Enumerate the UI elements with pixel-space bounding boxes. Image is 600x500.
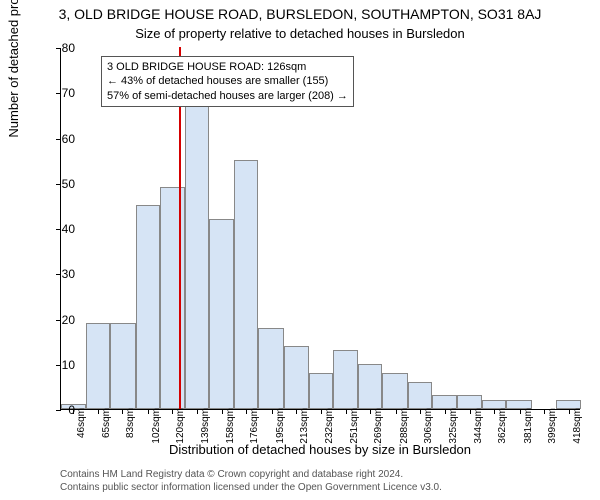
x-tick-label: 83sqm	[125, 408, 136, 444]
y-tick-label: 80	[45, 41, 75, 55]
x-tick-label: 120sqm	[175, 408, 186, 444]
x-tick-mark	[544, 409, 545, 414]
x-tick-mark	[321, 409, 322, 414]
histogram-bar	[432, 395, 457, 409]
x-tick-label: 213sqm	[299, 408, 310, 444]
histogram-bar	[86, 323, 110, 409]
histogram-bar	[136, 205, 160, 409]
x-tick-label: 269sqm	[373, 408, 384, 444]
y-tick-label: 60	[45, 132, 75, 146]
x-tick-mark	[272, 409, 273, 414]
histogram-bar	[185, 106, 209, 409]
x-tick-mark	[98, 409, 99, 414]
x-tick-label: 418sqm	[572, 408, 583, 444]
histogram-bar	[333, 350, 358, 409]
annotation-box: 3 OLD BRIDGE HOUSE ROAD: 126sqm← 43% of …	[101, 56, 354, 107]
x-tick-mark	[246, 409, 247, 414]
x-tick-mark	[494, 409, 495, 414]
y-tick-label: 20	[45, 313, 75, 327]
x-tick-label: 232sqm	[324, 408, 335, 444]
x-tick-mark	[296, 409, 297, 414]
y-axis-label: Number of detached properties	[6, 0, 21, 228]
histogram-bar	[382, 373, 407, 409]
x-tick-label: 362sqm	[497, 408, 508, 444]
histogram-bar	[309, 373, 333, 409]
y-tick-label: 70	[45, 86, 75, 100]
y-tick-label: 30	[45, 267, 75, 281]
x-tick-mark	[197, 409, 198, 414]
x-tick-label: 195sqm	[275, 408, 286, 444]
x-tick-mark	[148, 409, 149, 414]
x-tick-label: 381sqm	[523, 408, 534, 444]
x-tick-mark	[470, 409, 471, 414]
histogram-bar	[209, 219, 234, 409]
y-tick-label: 0	[45, 403, 75, 417]
x-tick-label: 46sqm	[76, 408, 87, 444]
annotation-line: 57% of semi-detached houses are larger (…	[107, 89, 348, 103]
annotation-line: 3 OLD BRIDGE HOUSE ROAD: 126sqm	[107, 60, 348, 74]
x-tick-label: 251sqm	[349, 408, 360, 444]
x-tick-mark	[370, 409, 371, 414]
x-tick-label: 158sqm	[225, 408, 236, 444]
x-tick-label: 306sqm	[423, 408, 434, 444]
histogram-bar	[457, 395, 482, 409]
plot-area: 46sqm65sqm83sqm102sqm120sqm139sqm158sqm1…	[60, 48, 580, 410]
y-tick-label: 40	[45, 222, 75, 236]
histogram-bar	[234, 160, 258, 409]
x-tick-label: 344sqm	[473, 408, 484, 444]
x-tick-label: 325sqm	[448, 408, 459, 444]
x-tick-mark	[396, 409, 397, 414]
footer-line1: Contains HM Land Registry data © Crown c…	[60, 469, 580, 482]
x-tick-label: 65sqm	[101, 408, 112, 444]
plot-area-wrap: 46sqm65sqm83sqm102sqm120sqm139sqm158sqm1…	[60, 48, 580, 410]
footer-line2: Contains public sector information licen…	[60, 482, 580, 495]
x-tick-label: 288sqm	[399, 408, 410, 444]
histogram-bar	[408, 382, 432, 409]
x-tick-mark	[346, 409, 347, 414]
x-tick-label: 102sqm	[151, 408, 162, 444]
annotation-line: ← 43% of detached houses are smaller (15…	[107, 74, 348, 88]
x-tick-mark	[222, 409, 223, 414]
y-tick-label: 10	[45, 358, 75, 372]
x-tick-label: 399sqm	[547, 408, 558, 444]
x-tick-mark	[569, 409, 570, 414]
x-tick-mark	[445, 409, 446, 414]
histogram-bar	[160, 187, 185, 409]
chart-container: 3, OLD BRIDGE HOUSE ROAD, BURSLEDON, SOU…	[0, 0, 600, 500]
histogram-bar	[284, 346, 309, 409]
x-tick-mark	[122, 409, 123, 414]
chart-subtitle: Size of property relative to detached ho…	[0, 26, 600, 41]
y-tick-label: 50	[45, 177, 75, 191]
histogram-bar	[358, 364, 382, 409]
chart-title: 3, OLD BRIDGE HOUSE ROAD, BURSLEDON, SOU…	[0, 6, 600, 22]
x-tick-mark	[420, 409, 421, 414]
x-axis-label: Distribution of detached houses by size …	[60, 442, 580, 457]
x-tick-label: 139sqm	[200, 408, 211, 444]
x-tick-label: 176sqm	[249, 408, 260, 444]
x-tick-mark	[172, 409, 173, 414]
histogram-bar	[110, 323, 135, 409]
histogram-bar	[258, 328, 283, 409]
x-tick-mark	[520, 409, 521, 414]
footer: Contains HM Land Registry data © Crown c…	[60, 469, 580, 494]
